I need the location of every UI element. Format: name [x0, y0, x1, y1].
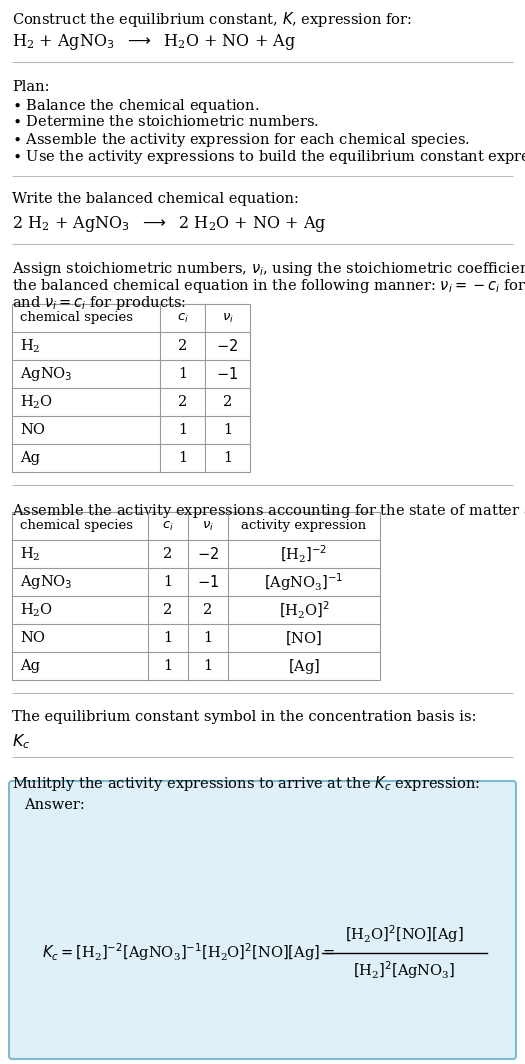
Text: The equilibrium constant symbol in the concentration basis is:: The equilibrium constant symbol in the c… — [12, 710, 477, 724]
Text: $-2$: $-2$ — [197, 546, 219, 562]
Text: $-1$: $-1$ — [197, 573, 219, 591]
Text: $[\mathregular{AgNO_3}]^{-1}$: $[\mathregular{AgNO_3}]^{-1}$ — [264, 571, 344, 593]
Bar — [12, 512, 380, 680]
Text: Assemble the activity expressions accounting for the state of matter and $\nu_i$: Assemble the activity expressions accoun… — [12, 502, 525, 520]
Text: 2: 2 — [163, 547, 173, 561]
Text: 1: 1 — [223, 423, 232, 437]
Text: AgNO$_3$: AgNO$_3$ — [20, 573, 72, 591]
Text: 2: 2 — [178, 339, 187, 353]
Text: and $\nu_i = c_i$ for products:: and $\nu_i = c_i$ for products: — [12, 294, 186, 312]
Text: chemical species: chemical species — [20, 519, 133, 532]
Text: $[\mathregular{NO}]$: $[\mathregular{NO}]$ — [286, 629, 322, 647]
Text: $\mathregular{H_2}$ + AgNO$_3$  $\longrightarrow$  $\mathregular{H_2O}$ + NO + A: $\mathregular{H_2}$ + AgNO$_3$ $\longrig… — [12, 32, 296, 52]
FancyBboxPatch shape — [9, 781, 516, 1059]
Text: 2: 2 — [163, 603, 173, 617]
Text: 2: 2 — [178, 395, 187, 409]
Text: 1: 1 — [163, 575, 173, 589]
Text: 1: 1 — [178, 423, 187, 437]
Text: chemical species: chemical species — [20, 312, 133, 325]
Text: $\mathregular{H_2}$: $\mathregular{H_2}$ — [20, 545, 40, 563]
Text: $c_i$: $c_i$ — [176, 312, 188, 325]
Text: $-2$: $-2$ — [216, 338, 238, 354]
Text: $\bullet$ Balance the chemical equation.: $\bullet$ Balance the chemical equation. — [12, 97, 259, 115]
Text: $\bullet$ Determine the stoichiometric numbers.: $\bullet$ Determine the stoichiometric n… — [12, 114, 319, 129]
Text: 2 $\mathregular{H_2}$ + AgNO$_3$  $\longrightarrow$  2 $\mathregular{H_2O}$ + NO: 2 $\mathregular{H_2}$ + AgNO$_3$ $\longr… — [12, 214, 327, 234]
Text: Ag: Ag — [20, 451, 40, 465]
Text: $\bullet$ Assemble the activity expression for each chemical species.: $\bullet$ Assemble the activity expressi… — [12, 131, 470, 149]
Text: $\nu_i$: $\nu_i$ — [222, 312, 234, 325]
Text: $-1$: $-1$ — [216, 366, 238, 382]
Text: 1: 1 — [223, 451, 232, 465]
Text: Mulitply the activity expressions to arrive at the $\it{K}_c$ expression:: Mulitply the activity expressions to arr… — [12, 774, 480, 793]
Text: Construct the equilibrium constant, $\it{K}$, expression for:: Construct the equilibrium constant, $\it… — [12, 10, 412, 29]
Text: $\nu_i$: $\nu_i$ — [202, 519, 214, 533]
Text: Write the balanced chemical equation:: Write the balanced chemical equation: — [12, 192, 299, 206]
Text: 1: 1 — [204, 631, 213, 645]
Text: $\bullet$ Use the activity expressions to build the equilibrium constant express: $\bullet$ Use the activity expressions t… — [12, 148, 525, 166]
Text: 1: 1 — [204, 659, 213, 674]
Text: 1: 1 — [178, 367, 187, 381]
Text: Answer:: Answer: — [24, 798, 85, 812]
Text: Plan:: Plan: — [12, 80, 49, 94]
Text: AgNO$_3$: AgNO$_3$ — [20, 365, 72, 383]
Text: $\mathregular{H_2}$: $\mathregular{H_2}$ — [20, 337, 40, 354]
Text: NO: NO — [20, 423, 45, 437]
Text: Ag: Ag — [20, 659, 40, 674]
Bar — [12, 304, 250, 472]
Text: 1: 1 — [163, 659, 173, 674]
Text: 2: 2 — [203, 603, 213, 617]
Text: NO: NO — [20, 631, 45, 645]
Text: Assign stoichiometric numbers, $\nu_i$, using the stoichiometric coefficients, $: Assign stoichiometric numbers, $\nu_i$, … — [12, 260, 525, 278]
Text: $\it{K}_c$: $\it{K}_c$ — [12, 732, 30, 751]
Text: $[\mathregular{H_2O}]^2$: $[\mathregular{H_2O}]^2$ — [279, 600, 329, 620]
Text: $[\mathregular{H_2}]^2[\mathregular{AgNO_3}]$: $[\mathregular{H_2}]^2[\mathregular{AgNO… — [353, 960, 456, 981]
Text: 2: 2 — [223, 395, 232, 409]
Text: $[\mathregular{Ag}]$: $[\mathregular{Ag}]$ — [288, 656, 320, 676]
Text: $\mathregular{H_2O}$: $\mathregular{H_2O}$ — [20, 601, 53, 618]
Text: $[\mathregular{H_2O}]^2[\mathregular{NO}][\mathregular{Ag}]$: $[\mathregular{H_2O}]^2[\mathregular{NO}… — [345, 924, 464, 946]
Text: $\it{K}_c = [\mathregular{H_2}]^{-2}[\mathregular{AgNO_3}]^{-1}[\mathregular{H_2: $\it{K}_c = [\mathregular{H_2}]^{-2}[\ma… — [42, 942, 335, 964]
Text: 1: 1 — [178, 451, 187, 465]
Text: $c_i$: $c_i$ — [162, 519, 174, 533]
Text: the balanced chemical equation in the following manner: $\nu_i = -c_i$ for react: the balanced chemical equation in the fo… — [12, 277, 525, 295]
Text: activity expression: activity expression — [242, 519, 366, 532]
Text: $\mathregular{H_2O}$: $\mathregular{H_2O}$ — [20, 394, 53, 411]
Text: 1: 1 — [163, 631, 173, 645]
Text: $[\mathregular{H_2}]^{-2}$: $[\mathregular{H_2}]^{-2}$ — [280, 544, 328, 564]
